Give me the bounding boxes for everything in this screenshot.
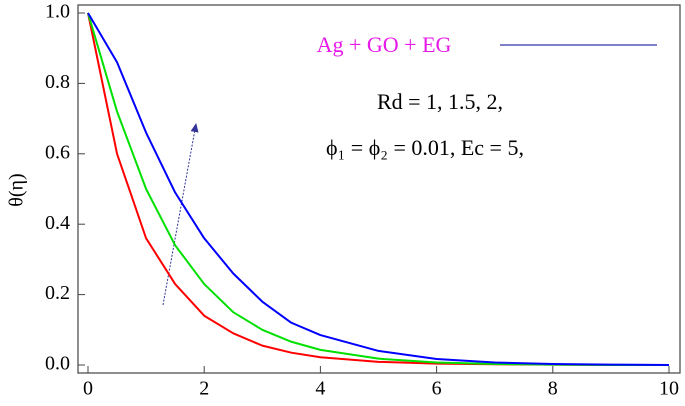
y-tick-label: 0.0 [45, 353, 70, 375]
x-tick-label: 10 [659, 378, 679, 400]
y-tick-label: 0.4 [45, 212, 70, 234]
plot-frame [77, 4, 681, 374]
x-tick-label: 8 [548, 378, 558, 400]
y-axis-label: θ(η) [6, 173, 28, 206]
annotation: ϕ₁ = ϕ₂ = 0.01, Ec = 5, [326, 135, 524, 160]
trend-arrow [162, 123, 199, 306]
x-tick-label: 4 [315, 378, 325, 400]
series-line [87, 12, 670, 366]
series-line [87, 12, 669, 366]
series-line [87, 12, 669, 366]
y-tick-label: 0.6 [45, 141, 70, 163]
y-tick-label: 1.0 [45, 1, 70, 23]
x-tick-label: 2 [199, 378, 209, 400]
y-tick-label: 0.2 [45, 282, 70, 304]
annotation: Rd = 1, 1.5, 2, [377, 89, 503, 114]
y-tick-label: 0.8 [45, 71, 70, 93]
x-tick-label: 0 [83, 378, 93, 400]
x-tick-label: 6 [432, 378, 442, 400]
legend-label: Ag + GO + EG [317, 32, 452, 57]
